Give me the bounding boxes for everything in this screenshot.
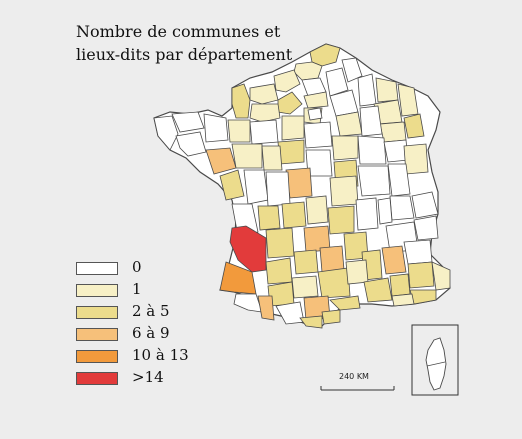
department-jura: [387, 163, 411, 197]
department-haute-vienne: [281, 201, 307, 229]
department-orne: [249, 103, 281, 123]
legend-swatch: [76, 350, 118, 363]
department-bouches-du-rhone: [391, 293, 415, 307]
department-herault: [329, 295, 361, 311]
department-sarthe: [249, 119, 279, 145]
department-gard: [363, 277, 393, 303]
department-hautes-pyrenees: [257, 295, 275, 321]
department-indre: [285, 167, 313, 199]
map-title: Nombre de communes et lieux-dits par dép…: [76, 20, 292, 66]
corsica-inset: [411, 324, 459, 396]
department-rhone: [377, 197, 393, 225]
department-haute-savoie: [411, 191, 439, 219]
legend-label: 0: [132, 258, 142, 276]
department-moselle: [375, 77, 399, 103]
legend-swatch: [76, 372, 118, 385]
legend-label: 6 à 9: [132, 324, 170, 342]
department-morbihan: [175, 131, 207, 157]
legend-label: >14: [132, 368, 164, 386]
department-ille-et-vilaine: [203, 113, 229, 143]
department-aisne: [325, 67, 349, 97]
department-calvados: [249, 83, 279, 105]
department-oise: [303, 91, 329, 109]
scale-bar: [320, 386, 395, 391]
legend-swatch: [76, 284, 118, 297]
department-hautes-alpes: [403, 239, 433, 265]
department-pyrenees-atlantiques: [233, 293, 263, 313]
department-ariege: [299, 315, 323, 329]
legend-swatch: [76, 262, 118, 275]
map-title-line2: lieux-dits par département: [76, 45, 293, 64]
department-maine-et-loire: [231, 143, 263, 169]
department-aveyron: [317, 267, 351, 299]
department-dordogne: [265, 227, 295, 259]
department-drome: [381, 245, 407, 275]
map-title-line1: Nombre de communes et: [76, 22, 281, 41]
department-haute-marne: [359, 105, 383, 137]
department-landes: [219, 261, 257, 295]
department-yonne: [331, 135, 359, 161]
legend-label: 10 à 13: [132, 346, 189, 364]
department-loiret: [303, 121, 333, 149]
department-lozere: [345, 259, 369, 285]
department-cotes-d-armor: [171, 111, 205, 133]
department-paris-region: [307, 107, 323, 121]
department-regions: [153, 43, 451, 329]
department-cote-d-or: [357, 135, 387, 165]
department-deux-sevres: [243, 169, 269, 205]
department-charente: [257, 205, 281, 231]
department-lot-et-garonne: [265, 257, 293, 285]
department-haut-rhin: [403, 113, 425, 139]
department-lot: [293, 249, 319, 275]
department-aube: [335, 111, 363, 137]
department-cantal: [319, 245, 345, 273]
department-mayenne: [227, 119, 251, 143]
department-alpes-de-haute-provence: [407, 261, 435, 289]
department-loir-et-cher: [277, 139, 305, 165]
legend-label: 2 à 5: [132, 302, 170, 320]
department-vienne: [265, 171, 291, 207]
legend-label: 1: [132, 280, 142, 298]
department-saone-et-loire: [357, 165, 391, 197]
department-seine-maritime: [273, 69, 301, 93]
department-manche: [231, 83, 251, 119]
department-doubs: [403, 143, 429, 175]
department-creuse: [305, 195, 329, 225]
department-loire: [355, 197, 379, 231]
legend-swatch: [76, 306, 118, 319]
department-allier: [329, 175, 359, 207]
scale-bar-label: 240 KM: [339, 372, 369, 381]
legend-swatch: [76, 328, 118, 341]
department-haute-garonne: [275, 301, 305, 325]
department-alpes-maritimes: [431, 261, 451, 291]
department-vaucluse: [389, 273, 411, 297]
department-tarn-et-garonne: [291, 275, 319, 299]
department-aude: [321, 309, 341, 325]
department-finistere: [153, 115, 179, 151]
department-ain: [389, 195, 415, 221]
department-savoie: [413, 215, 439, 241]
department-gironde: [229, 225, 267, 273]
department-eure-et-loir: [281, 115, 305, 141]
department-vendee: [219, 169, 245, 201]
department-puy-de-dome: [327, 205, 355, 235]
department-cher: [305, 149, 333, 177]
corsica-divider: [426, 361, 446, 367]
department-indre-et-loire: [261, 145, 283, 171]
department-bas-rhin: [397, 83, 419, 117]
department-ardennes: [341, 57, 363, 83]
corsica-inset-frame: [411, 324, 459, 396]
